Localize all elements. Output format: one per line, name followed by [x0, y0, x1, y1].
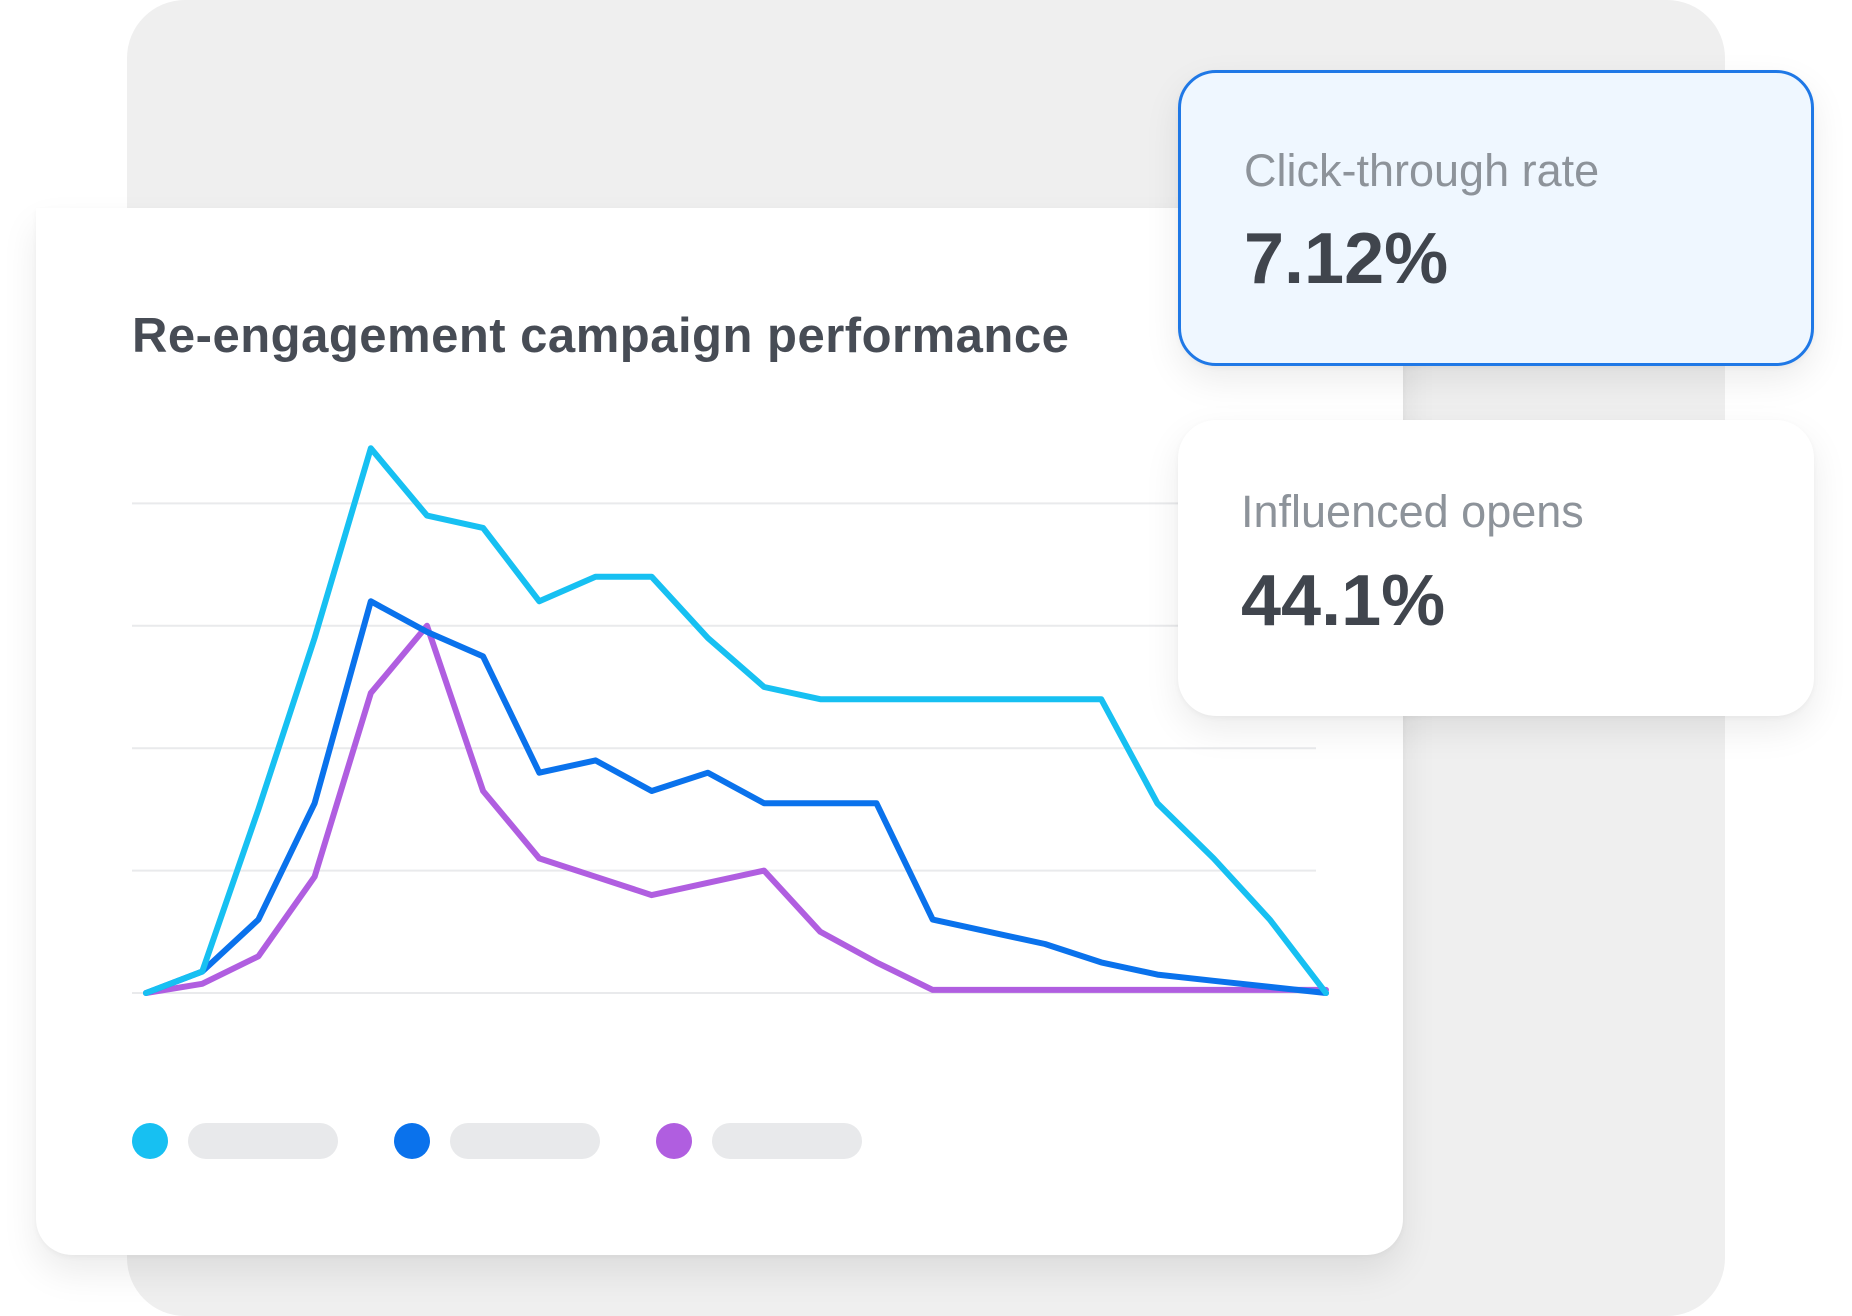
- legend-dot-3: [656, 1123, 692, 1159]
- legend-dot-1: [132, 1123, 168, 1159]
- kpi-card-click-through-rate: Click-through rate 7.12%: [1178, 70, 1814, 366]
- legend-dot-2: [394, 1123, 430, 1159]
- grid-lines: [132, 502, 1316, 994]
- legend-label-placeholder-3: [712, 1123, 862, 1159]
- legend-label-placeholder-1: [188, 1123, 338, 1159]
- series-lines: [143, 445, 1329, 996]
- kpi-label: Click-through rate: [1244, 145, 1600, 196]
- series-line-2: [143, 598, 1329, 996]
- legend-label-placeholder-2: [450, 1123, 600, 1159]
- kpi-value: 44.1%: [1241, 561, 1446, 641]
- kpi-value: 7.12%: [1244, 219, 1449, 299]
- chart-title: Re-engagement campaign performance: [132, 309, 1070, 363]
- kpi-label: Influenced opens: [1241, 486, 1584, 537]
- kpi-card-influenced-opens: Influenced opens 44.1%: [1178, 420, 1814, 716]
- chart-card: Re-engagement campaign performance: [36, 208, 1403, 1255]
- line-chart: [132, 445, 1329, 996]
- series-line-3: [143, 622, 1329, 996]
- series-line-1: [143, 445, 1329, 996]
